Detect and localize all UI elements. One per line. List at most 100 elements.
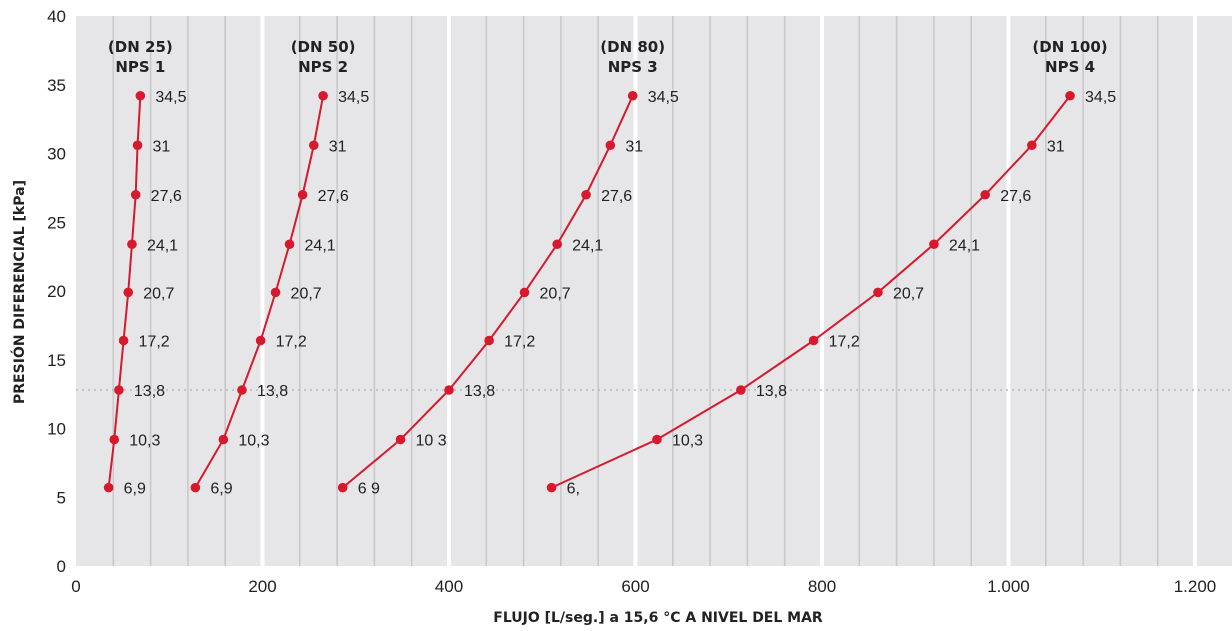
point-label: 6, <box>567 481 580 498</box>
x-tick-label: 400 <box>435 577 463 596</box>
point-label: 24,1 <box>147 237 178 254</box>
point-label: 17,2 <box>829 334 860 351</box>
x-tick-label: 0 <box>71 577 80 596</box>
data-point <box>297 189 308 200</box>
data-point <box>255 335 266 346</box>
point-label: 17,2 <box>139 334 170 351</box>
point-label: 34,5 <box>338 89 369 106</box>
data-point <box>109 434 120 445</box>
x-tick-label: 200 <box>248 577 276 596</box>
point-label: 24,1 <box>572 237 603 254</box>
data-point <box>218 434 229 445</box>
x-tick-label: 800 <box>808 577 836 596</box>
data-point <box>484 335 494 346</box>
point-label: 20,7 <box>291 285 322 302</box>
data-point <box>284 239 295 250</box>
point-label: 31 <box>1047 138 1065 155</box>
x-tick-label: 600 <box>621 577 649 596</box>
data-point <box>546 482 557 493</box>
point-label: 27,6 <box>1000 188 1031 205</box>
point-label: 24,1 <box>305 237 336 254</box>
x-axis-title: FLUJO [L/seg.] a 15,6 °C A NIVEL DEL MAR <box>493 610 823 626</box>
series-title-line: (DN 80) <box>600 38 665 56</box>
point-label: 27,6 <box>601 188 632 205</box>
x-tick-label: 1.000 <box>987 577 1030 596</box>
data-point <box>444 385 454 395</box>
point-label: 31 <box>329 138 347 155</box>
y-tick-label: 25 <box>47 213 66 232</box>
data-point <box>337 482 348 493</box>
point-label: 27,6 <box>151 188 182 205</box>
series-title-line: NPS 1 <box>115 58 165 76</box>
series-title-line: NPS 4 <box>1045 58 1095 76</box>
series-title-line: (DN 50) <box>291 38 356 56</box>
series-title-line: NPS 2 <box>298 58 348 76</box>
y-axis-title: PRESIÓN DIFERENCIAL [kPa] <box>10 180 28 404</box>
data-point <box>190 482 201 493</box>
point-label: 31 <box>625 138 643 155</box>
series-title-line: NPS 3 <box>608 58 658 76</box>
series-title-line: (DN 25) <box>108 38 173 56</box>
data-point <box>135 90 146 101</box>
data-point <box>980 189 990 200</box>
point-label: 17,2 <box>276 334 307 351</box>
point-label: 6,9 <box>210 481 232 498</box>
data-point <box>118 335 129 346</box>
point-label: 34,5 <box>155 89 186 106</box>
data-point <box>873 287 883 298</box>
point-label: 20,7 <box>540 285 571 302</box>
data-point <box>103 482 114 493</box>
data-point <box>552 239 562 250</box>
point-label: 10,3 <box>238 433 269 450</box>
point-label: 10,3 <box>672 433 703 450</box>
y-tick-label: 10 <box>47 420 66 439</box>
point-label: 17,2 <box>504 334 535 351</box>
y-tick-label: 15 <box>47 351 66 370</box>
y-tick-label: 5 <box>57 488 66 507</box>
data-point <box>652 434 662 445</box>
data-point <box>1027 140 1037 151</box>
data-point <box>581 189 591 200</box>
data-point <box>929 239 939 250</box>
point-label: 20,7 <box>143 285 174 302</box>
point-label: 13,8 <box>257 383 288 400</box>
data-point <box>308 140 319 151</box>
data-point <box>318 90 328 101</box>
point-label: 20,7 <box>893 285 924 302</box>
data-point <box>1065 90 1075 101</box>
point-label: 13,8 <box>464 383 495 400</box>
plot-area <box>76 16 1232 566</box>
y-tick-label: 20 <box>47 282 66 301</box>
x-tick-label: 1.200 <box>1174 577 1217 596</box>
point-label: 34,5 <box>648 89 679 106</box>
data-point <box>270 287 281 298</box>
series-title-line: (DN 100) <box>1032 38 1107 56</box>
data-point <box>395 434 406 445</box>
y-tick-label: 30 <box>47 145 66 164</box>
data-point <box>123 287 134 298</box>
point-label: 27,6 <box>318 188 349 205</box>
y-tick-label: 0 <box>57 557 66 576</box>
point-label: 10 3 <box>416 433 447 450</box>
point-label: 31 <box>153 138 171 155</box>
point-label: 10,3 <box>129 433 160 450</box>
data-point <box>237 385 247 395</box>
point-label: 6,9 <box>124 481 146 498</box>
data-point <box>114 385 124 395</box>
data-point <box>130 189 141 200</box>
y-tick-label: 35 <box>47 76 66 95</box>
y-tick-label: 40 <box>47 7 66 26</box>
data-point <box>605 140 616 151</box>
point-label: 6 9 <box>358 481 380 498</box>
data-point <box>736 385 746 395</box>
data-point <box>132 140 143 151</box>
point-label: 13,8 <box>134 383 165 400</box>
point-label: 24,1 <box>949 237 980 254</box>
data-point <box>519 287 530 298</box>
data-point <box>127 239 137 250</box>
data-point <box>627 90 638 101</box>
point-label: 34,5 <box>1085 89 1116 106</box>
data-point <box>808 335 819 346</box>
point-label: 13,8 <box>756 383 787 400</box>
